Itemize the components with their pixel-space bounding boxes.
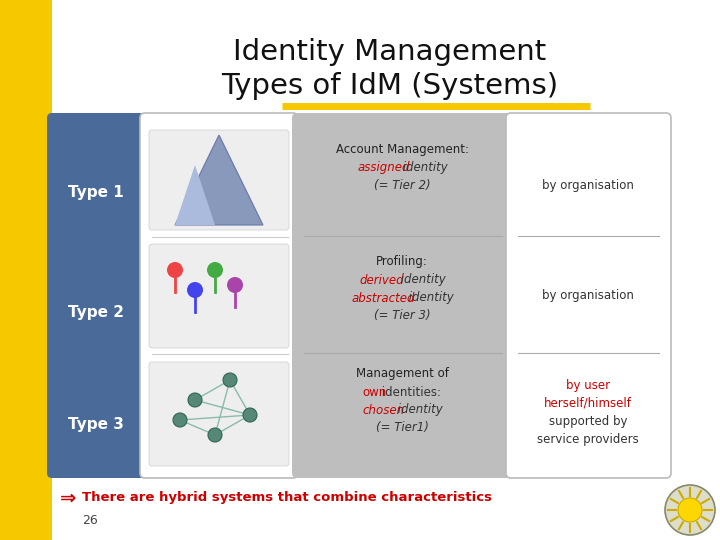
Text: ⇒: ⇒ [60, 489, 76, 508]
Text: service providers: service providers [537, 433, 639, 446]
Circle shape [167, 262, 183, 278]
Text: Account Management:: Account Management: [336, 144, 469, 157]
Circle shape [173, 413, 187, 427]
Text: Types of IdM (Systems): Types of IdM (Systems) [222, 72, 559, 100]
Text: by organisation: by organisation [542, 289, 634, 302]
Text: herself/himself: herself/himself [544, 396, 632, 409]
Polygon shape [175, 165, 215, 225]
Text: identity: identity [405, 292, 454, 305]
Text: by organisation: by organisation [542, 179, 634, 192]
FancyBboxPatch shape [140, 113, 298, 478]
Text: Profiling:: Profiling: [376, 255, 428, 268]
Text: own: own [362, 386, 387, 399]
Text: identities:: identities: [378, 386, 441, 399]
Text: (= Tier1): (= Tier1) [376, 422, 428, 435]
Circle shape [187, 282, 203, 298]
Circle shape [208, 428, 222, 442]
Circle shape [188, 393, 202, 407]
Text: Type 3: Type 3 [68, 417, 124, 433]
Text: abstracted: abstracted [352, 292, 415, 305]
Text: assigned: assigned [357, 161, 410, 174]
Text: (= Tier 3): (= Tier 3) [374, 309, 431, 322]
Circle shape [665, 485, 715, 535]
Text: identity: identity [400, 161, 448, 174]
Text: supported by: supported by [549, 415, 627, 428]
FancyBboxPatch shape [292, 113, 512, 478]
FancyBboxPatch shape [149, 130, 289, 230]
FancyBboxPatch shape [149, 244, 289, 348]
Text: Identity Management: Identity Management [233, 38, 546, 66]
Text: chosen: chosen [362, 403, 405, 416]
FancyBboxPatch shape [506, 113, 671, 478]
Polygon shape [175, 135, 263, 225]
Text: identity: identity [397, 273, 446, 287]
Bar [0, 0, 52, 540]
Text: by user: by user [566, 379, 610, 392]
Circle shape [223, 373, 237, 387]
Circle shape [207, 262, 223, 278]
Text: identity: identity [394, 403, 443, 416]
Text: Management of: Management of [356, 368, 449, 381]
Text: (= Tier 2): (= Tier 2) [374, 179, 431, 192]
Text: Type 1: Type 1 [68, 186, 124, 200]
Circle shape [678, 498, 702, 522]
FancyBboxPatch shape [47, 113, 145, 478]
Circle shape [243, 408, 257, 422]
Text: derived: derived [360, 273, 405, 287]
Circle shape [227, 277, 243, 293]
Text: Type 2: Type 2 [68, 305, 124, 320]
FancyBboxPatch shape [149, 362, 289, 466]
Text: 26: 26 [82, 514, 98, 526]
Text: There are hybrid systems that combine characteristics: There are hybrid systems that combine ch… [82, 491, 492, 504]
